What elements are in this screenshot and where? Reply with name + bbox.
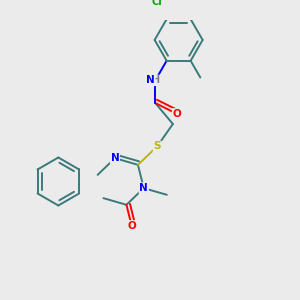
- Text: N: N: [110, 153, 119, 163]
- Text: H: H: [151, 75, 159, 85]
- Text: S: S: [153, 141, 161, 152]
- Text: N: N: [146, 75, 155, 85]
- Text: N: N: [140, 183, 148, 193]
- Text: O: O: [172, 109, 181, 119]
- Text: Cl: Cl: [152, 0, 162, 8]
- Text: O: O: [127, 221, 136, 231]
